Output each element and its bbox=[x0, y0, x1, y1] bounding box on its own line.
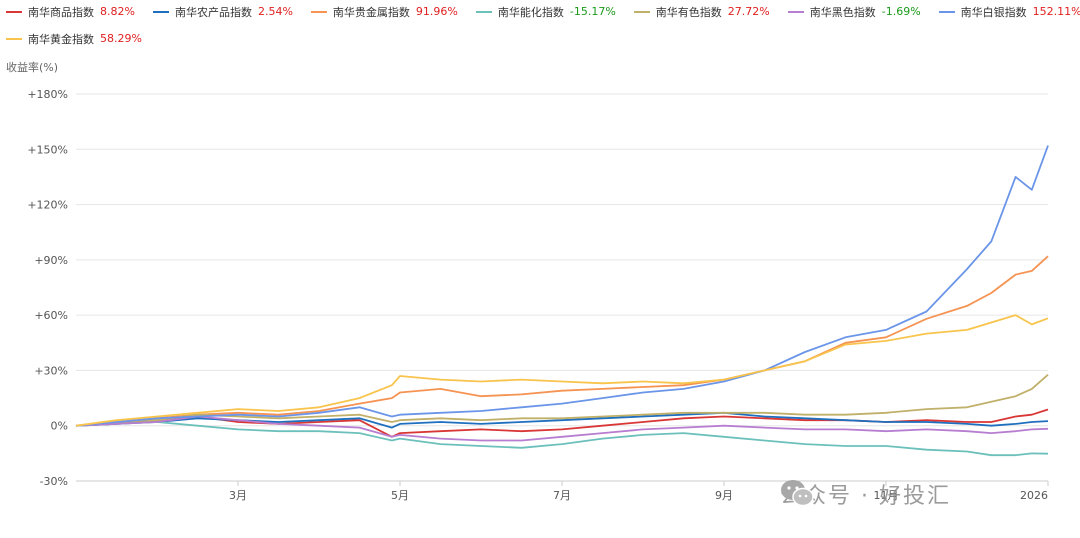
legend-label-commodity: 南华商品指数 bbox=[28, 5, 94, 19]
x-tick-label-1: 5月 bbox=[391, 489, 409, 502]
y-axis-ticks: +180% +150% +120% +90% +60% +30% 0% -30% bbox=[27, 88, 68, 488]
grid-lines bbox=[76, 93, 1048, 482]
legend-label-gold: 南华黄金指数 bbox=[28, 32, 94, 46]
y-tick-label-7: -30% bbox=[40, 475, 68, 488]
y-tick-label-0: +180% bbox=[27, 88, 68, 101]
series-lines bbox=[75, 145, 1049, 457]
y-tick-label-2: +120% bbox=[27, 199, 68, 212]
x-tick-label-0: 3月 bbox=[229, 489, 247, 502]
y-tick-label-4: +60% bbox=[34, 309, 68, 322]
legend-swatch-agri bbox=[152, 10, 169, 13]
series-line-4 bbox=[75, 374, 1049, 427]
legend-value-energy-chem: -15.17% bbox=[569, 5, 616, 18]
y-axis-title: 收益率(%) bbox=[6, 61, 59, 74]
y-tick-label-1: +150% bbox=[27, 143, 68, 156]
series-line-3 bbox=[75, 421, 1049, 457]
legend-label-silver: 南华白银指数 bbox=[960, 5, 1027, 19]
legend-value-precious-metals: 91.96% bbox=[415, 5, 458, 18]
legend-row-1: 南华商品指数 8.82% 南华农产品指数 2.54% 南华贵金属指数 91.96… bbox=[6, 4, 1080, 20]
legend-swatch-energy-chem bbox=[475, 10, 492, 13]
legend-item-silver[interactable]: 南华白银指数 152.11% bbox=[938, 4, 1080, 20]
legend-swatch-nonferrous bbox=[633, 10, 650, 13]
wechat-icon bbox=[781, 480, 814, 507]
legend-item-energy-chem[interactable]: 南华能化指数 -15.17% bbox=[475, 4, 616, 20]
legend-label-ferrous: 南华黑色指数 bbox=[809, 5, 876, 19]
legend-item-nonferrous[interactable]: 南华有色指数 27.72% bbox=[633, 4, 770, 20]
y-tick-label-6: 0% bbox=[51, 420, 68, 433]
legend-value-commodity: 8.82% bbox=[100, 5, 135, 18]
legend-swatch-silver bbox=[938, 10, 955, 13]
legend-item-agri[interactable]: 南华农产品指数 2.54% bbox=[152, 4, 293, 20]
legend-label-energy-chem: 南华能化指数 bbox=[497, 5, 564, 19]
legend-row-2: 南华黄金指数 58.29% bbox=[6, 31, 1076, 46]
x-tick-label-3: 9月 bbox=[715, 489, 733, 502]
watermark: 公众号 · 好投汇 bbox=[780, 478, 951, 510]
legend-swatch-precious-metals bbox=[310, 10, 327, 13]
x-tick-label-4: 11月 bbox=[874, 489, 899, 502]
legend-swatch-ferrous bbox=[787, 10, 804, 13]
series-line-5 bbox=[75, 415, 1049, 442]
legend-label-agri: 南华农产品指数 bbox=[174, 5, 252, 19]
legend: 南华商品指数 8.82% 南华农产品指数 2.54% 南华贵金属指数 91.96… bbox=[6, 4, 1080, 58]
y-tick-label-5: +30% bbox=[34, 364, 68, 377]
legend-value-silver: 152.11% bbox=[1032, 5, 1080, 18]
legend-label-precious-metals: 南华贵金属指数 bbox=[332, 5, 410, 19]
series-line-6 bbox=[75, 145, 1049, 427]
x-axis-ticks: 3月 5月 7月 9月 11月 2026 bbox=[76, 480, 1049, 502]
legend-item-precious-metals[interactable]: 南华贵金属指数 91.96% bbox=[310, 4, 458, 20]
legend-swatch-gold bbox=[6, 37, 22, 40]
legend-item-commodity[interactable]: 南华商品指数 8.82% bbox=[6, 4, 135, 20]
legend-label-nonferrous: 南华有色指数 bbox=[655, 5, 722, 19]
series-line-2 bbox=[75, 255, 1049, 427]
legend-value-agri: 2.54% bbox=[257, 5, 293, 18]
x-tick-label-2: 7月 bbox=[553, 489, 571, 502]
legend-item-ferrous[interactable]: 南华黑色指数 -1.69% bbox=[787, 4, 921, 20]
y-tick-label-3: +90% bbox=[34, 254, 68, 267]
legend-value-nonferrous: 27.72% bbox=[727, 5, 770, 18]
series-line-1 bbox=[75, 411, 1049, 429]
legend-swatch-commodity bbox=[6, 10, 22, 13]
legend-value-gold: 58.29% bbox=[100, 32, 142, 45]
legend-item-gold[interactable]: 南华黄金指数 58.29% bbox=[6, 31, 142, 47]
series-line-7 bbox=[75, 314, 1049, 427]
legend-value-ferrous: -1.69% bbox=[881, 5, 921, 18]
x-tick-label-5: 2026 bbox=[1020, 489, 1048, 502]
